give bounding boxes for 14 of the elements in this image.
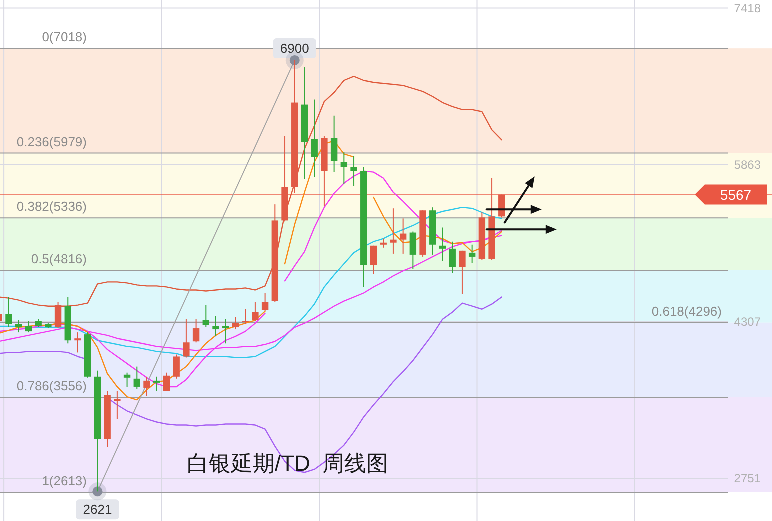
ref-label: 0.618(4296) [652,304,722,319]
annotation-label: 6900 [280,40,310,56]
ref-label: 0(7018) [42,30,87,45]
ref-label: 0.5(4816) [31,251,87,266]
y-tick-label: 2751 [734,472,761,486]
y-tick-label: 7418 [734,1,761,16]
annotation-label: 2621 [83,502,112,518]
ref-label: 0.786(3556) [16,378,87,394]
y-tick-label: 5863 [734,158,761,172]
price-label: 5567 [720,186,752,203]
y-tick-label: 4307 [734,314,761,329]
ref-label: 0.382(5336) [16,199,87,214]
ref-label: 1(2613) [42,473,87,488]
ref-label: 0.236(5979) [16,134,87,150]
